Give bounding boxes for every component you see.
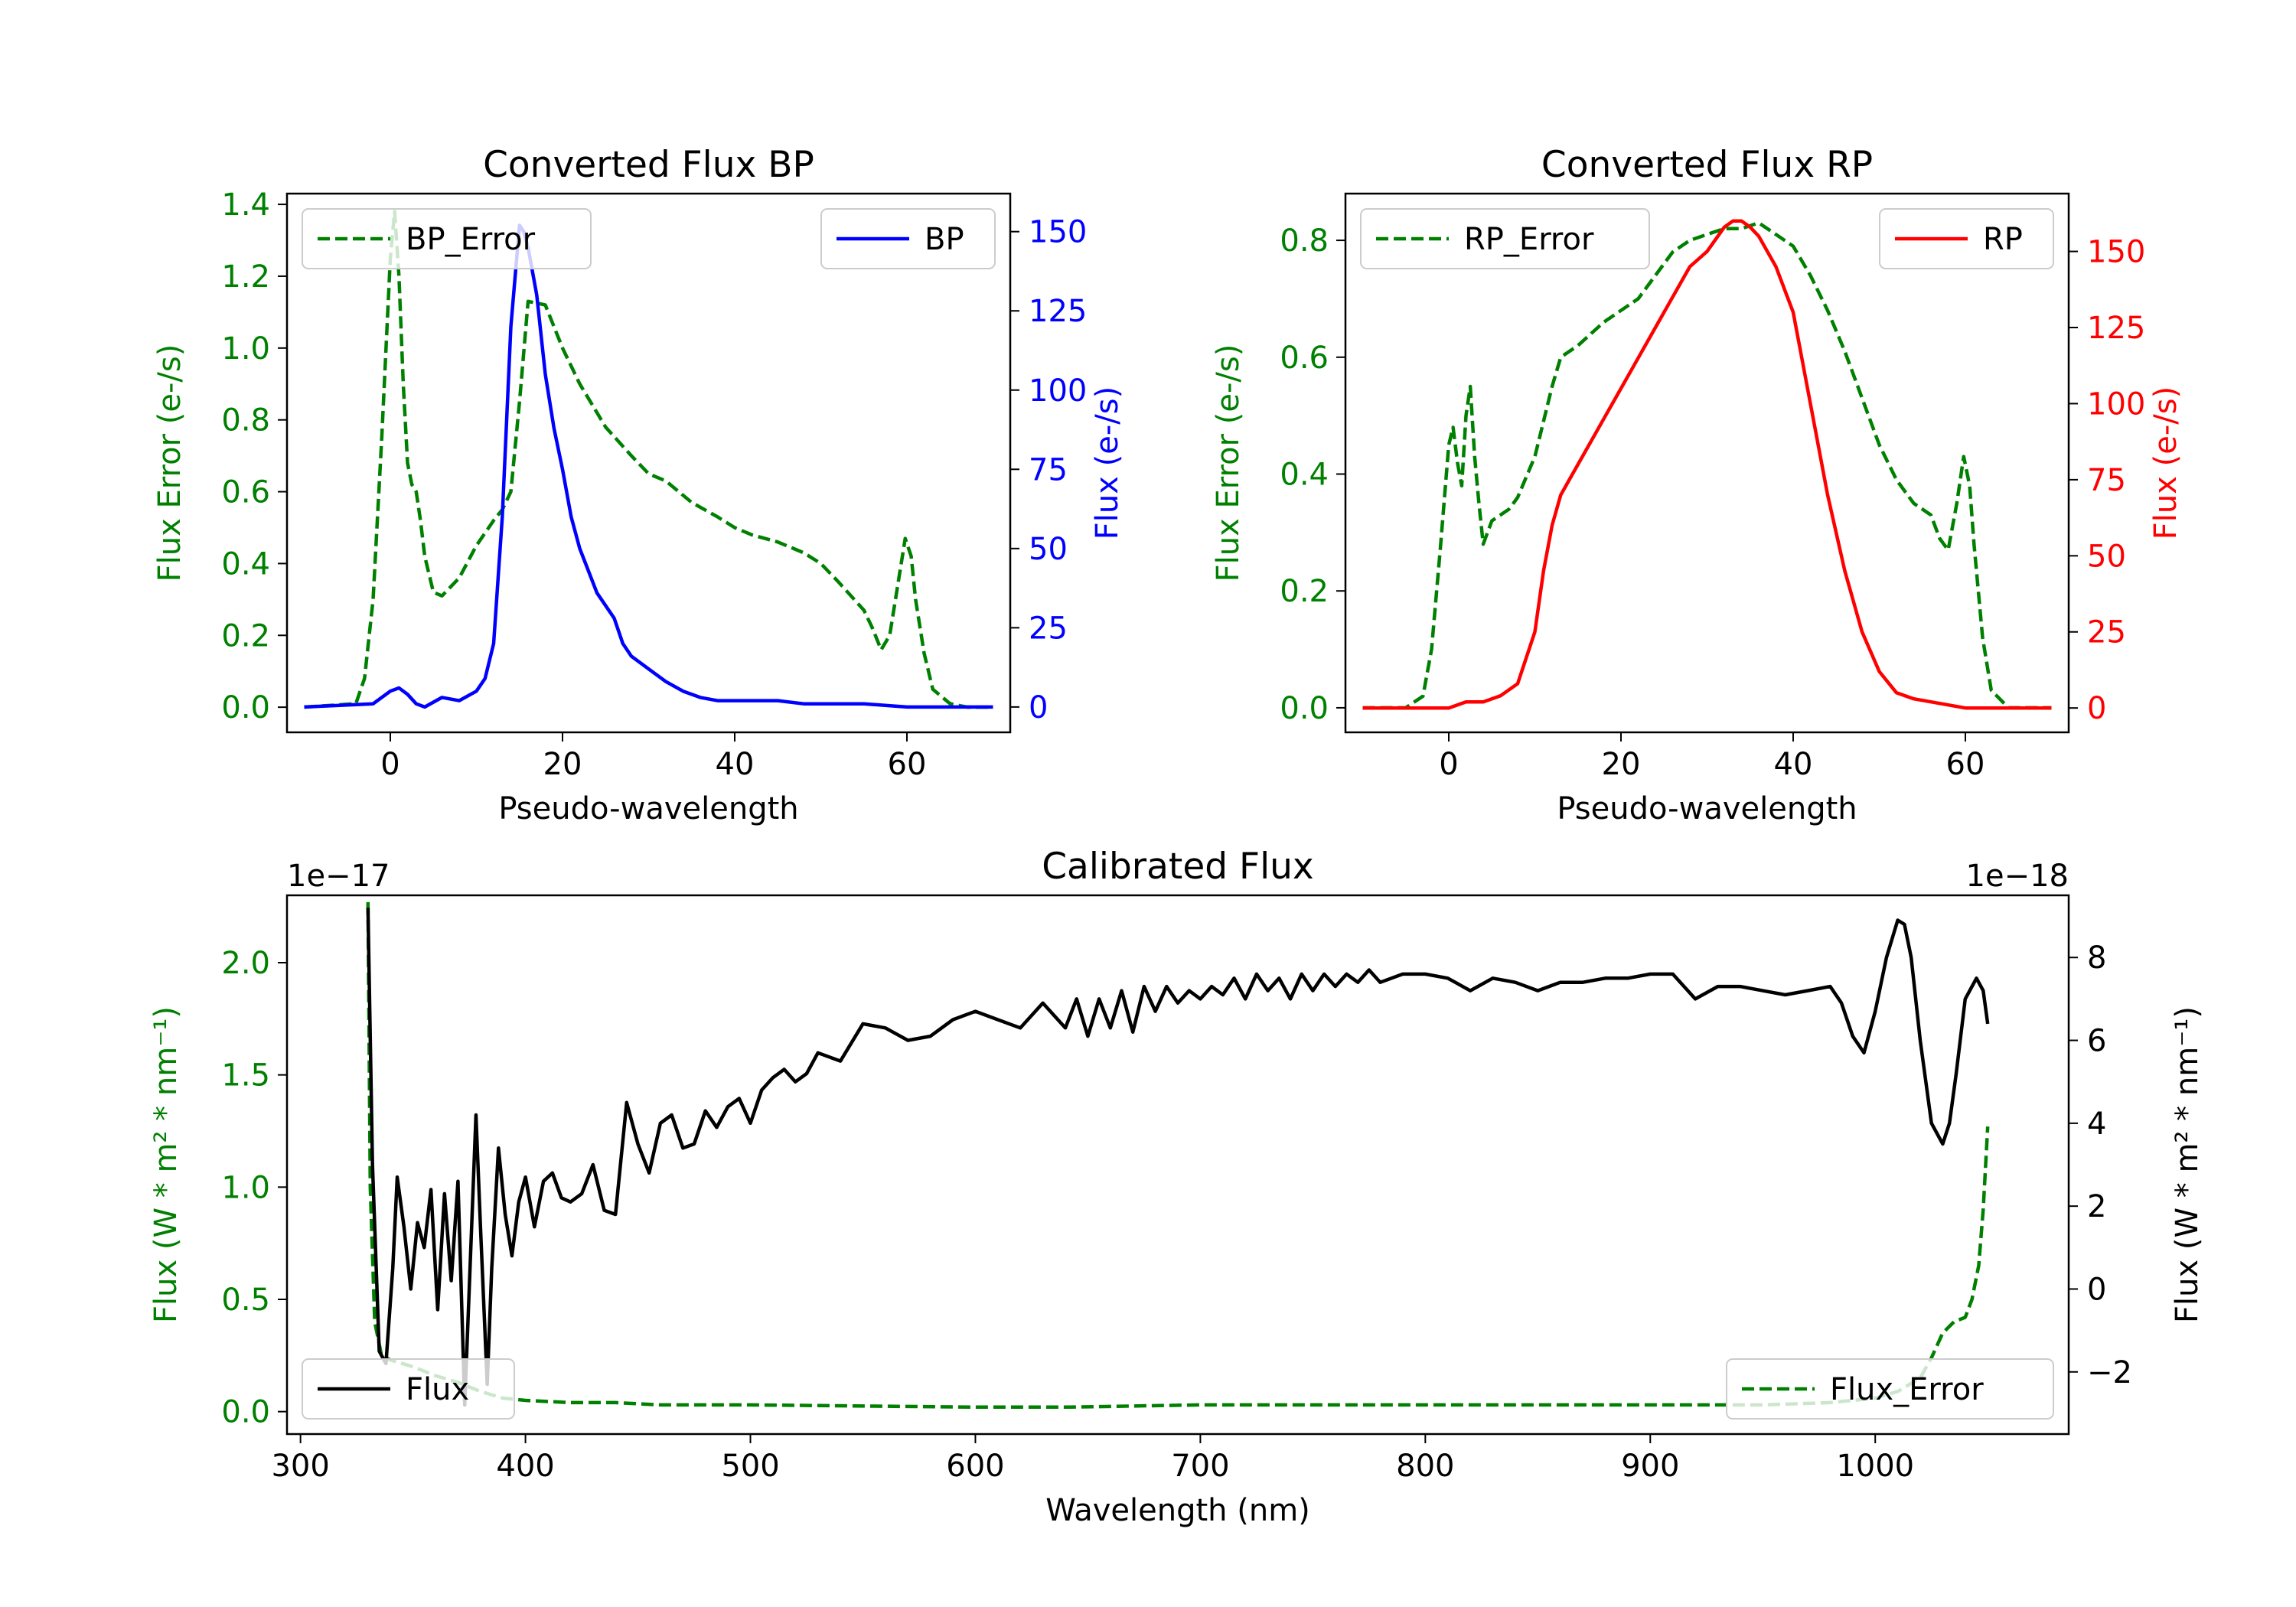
rp-x-axis-label: Pseudo-wavelength — [1557, 791, 1857, 826]
rp-series-rp-line — [1362, 219, 2052, 710]
rp-x-tick-label: 40 — [1774, 747, 1813, 782]
bp-y-left-tick-label: 1.2 — [221, 259, 270, 295]
bp-legend-left-label: BP_Error — [406, 222, 536, 257]
rp-legend-right: RP — [1879, 208, 2054, 269]
rp-y-left-tick-label: 0.2 — [1280, 574, 1329, 609]
bp-x-tick-label: 0 — [380, 747, 400, 782]
bp-title: Converted Flux BP — [483, 144, 814, 186]
bp-y-right-tick-label: 100 — [1029, 373, 1087, 409]
rp-y-left-tick-label: 0.0 — [1280, 691, 1329, 726]
rp-series-group — [1362, 219, 2052, 710]
rp-y-right-tick-label: 75 — [2087, 463, 2126, 498]
cal-legend-right-label: Flux_Error — [1830, 1372, 1984, 1407]
cal-y-right-tick-label: −2 — [2087, 1355, 2132, 1390]
cal-y-left-tick-label: 0.0 — [221, 1395, 270, 1430]
bp-x-tick-label: 40 — [716, 747, 755, 782]
rp-y-left-tick-label: 0.6 — [1280, 341, 1329, 376]
cal-y-right-tick-label: 0 — [2087, 1272, 2106, 1307]
bp-y-right-tick-label: 150 — [1029, 215, 1087, 250]
rp-legend-left-box — [1360, 208, 1650, 269]
rp-y-left-axis-label: Flux Error (e-/s) — [1211, 344, 1246, 582]
rp-y-right-axis-label: Flux (e-/s) — [2148, 386, 2183, 539]
calibrated-panel: 300 400 500 600 700 800 900 1000 0.0 0.5 1.0 1.5 2.0… — [148, 846, 2205, 1528]
cal-offset-left-label: 1e−17 — [287, 859, 390, 894]
cal-legend-left-label: Flux — [406, 1372, 469, 1407]
cal-y-right-tick-label: 2 — [2087, 1189, 2106, 1224]
bp-y-left-tick-label: 0.0 — [221, 690, 270, 725]
bp-y-right-axis-label: Flux (e-/s) — [1090, 386, 1125, 539]
rp-legend-left: RP_Error — [1360, 208, 1650, 269]
cal-x-tick-label: 300 — [271, 1449, 329, 1484]
rp-y-left-tick-label: 0.4 — [1280, 458, 1329, 493]
cal-x-axis-label: Wavelength (nm) — [1045, 1493, 1310, 1528]
bp-x-axis-label: Pseudo-wavelength — [498, 791, 798, 826]
rp-axes-frame — [1344, 192, 2070, 734]
cal-axes-frame — [285, 894, 2070, 1436]
bp-y-right-tick-label: 50 — [1029, 532, 1068, 567]
rp-x-tick-label: 20 — [1602, 747, 1641, 782]
bp-legend-right-label: BP — [925, 222, 964, 257]
bp-legend-right: BP — [820, 208, 996, 269]
cal-x-tick-label: 800 — [1396, 1449, 1454, 1484]
cal-x-tick-label: 400 — [496, 1449, 554, 1484]
cal-x-tick-label: 1000 — [1836, 1449, 1914, 1484]
bp-y-left-tick-label: 0.8 — [221, 403, 270, 438]
bp-panel: 0 20 40 60 0.0 0.2 0.4 0.6 0.8 1.0 1.2 1.4 0 25 50 75 10… — [152, 144, 1125, 826]
rp-y-right-tick-label: 50 — [2087, 539, 2126, 574]
bp-y-left-tick-label: 0.4 — [221, 546, 270, 582]
cal-legend-right-box — [1726, 1358, 2054, 1420]
bp-legend-left: BP_Error — [302, 208, 592, 269]
bp-y-left-tick-label: 1.4 — [221, 187, 270, 223]
bp-y-right-tick-label: 0 — [1029, 690, 1048, 725]
rp-title: Converted Flux RP — [1541, 144, 1873, 186]
cal-legend-right: Flux_Error — [1726, 1358, 2054, 1420]
cal-y-right-tick-label: 8 — [2087, 940, 2106, 976]
rp-legend-right-label: RP — [1983, 222, 2023, 257]
cal-y-left-tick-label: 2.0 — [221, 946, 270, 981]
cal-y-right-tick-label: 6 — [2087, 1024, 2106, 1059]
cal-x-tick-label: 900 — [1621, 1449, 1679, 1484]
cal-series-flux-line — [366, 908, 1990, 1407]
cal-legend-left: Flux — [302, 1358, 515, 1420]
cal-x-tick-label: 700 — [1171, 1449, 1229, 1484]
cal-x-tick-label: 500 — [721, 1449, 779, 1484]
rp-legend-left-label: RP_Error — [1464, 222, 1594, 257]
cal-y-left-tick-label: 1.0 — [221, 1170, 270, 1205]
bp-y-right-tick-label: 25 — [1029, 611, 1068, 646]
bp-legend-left-box — [302, 208, 592, 269]
cal-title: Calibrated Flux — [1042, 846, 1314, 888]
bp-y-right-tick-label: 75 — [1029, 452, 1068, 487]
rp-x-tick-label: 0 — [1439, 747, 1458, 782]
rp-x-tick-label: 60 — [1946, 747, 1985, 782]
bp-series-bp-error-line — [304, 210, 993, 709]
rp-y-right-tick-label: 150 — [2087, 235, 2145, 270]
cal-y-left-tick-label: 0.5 — [221, 1283, 270, 1318]
cal-offset-right-label: 1e−18 — [1966, 859, 2069, 894]
bp-y-left-tick-label: 0.6 — [221, 475, 270, 510]
cal-y-left-axis-label: Flux (W * m² * nm⁻¹) — [148, 1006, 184, 1323]
cal-y-right-axis-label: Flux (W * m² * nm⁻¹) — [2170, 1006, 2205, 1323]
rp-y-right-tick-label: 125 — [2087, 311, 2145, 346]
bp-y-left-tick-label: 0.2 — [221, 618, 270, 654]
bp-y-left-tick-label: 1.0 — [221, 331, 270, 367]
bp-series-bp-line — [304, 223, 993, 709]
bp-axes-frame — [285, 192, 1012, 734]
rp-y-right-tick-label: 25 — [2087, 615, 2126, 650]
cal-x-tick-label: 600 — [946, 1449, 1004, 1484]
cal-y-right-tick-label: 4 — [2087, 1107, 2106, 1142]
rp-panel: 0 20 40 60 0.0 0.2 0.4 0.6 0.8 0 25 50 75 100 125 150 Co… — [1211, 144, 2183, 826]
bp-series-group — [304, 210, 993, 709]
bp-y-right-tick-label: 125 — [1029, 294, 1087, 329]
rp-y-left-tick-label: 0.8 — [1280, 223, 1329, 259]
rp-series-rp-error-line — [1362, 220, 2052, 710]
bp-x-tick-label: 60 — [888, 747, 927, 782]
cal-y-left-tick-label: 1.5 — [221, 1058, 270, 1094]
bp-x-tick-label: 20 — [543, 747, 582, 782]
rp-y-right-tick-label: 0 — [2087, 691, 2106, 726]
rp-y-right-tick-label: 100 — [2087, 386, 2145, 422]
cal-legend-left-box — [302, 1358, 515, 1420]
bp-y-left-axis-label: Flux Error (e-/s) — [152, 344, 188, 582]
